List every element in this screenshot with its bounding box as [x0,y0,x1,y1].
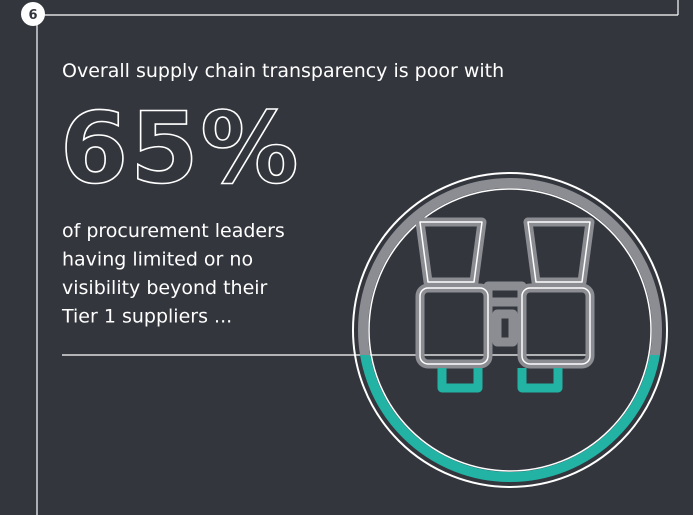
body-text: of procurement leaders having limited or … [61,220,285,328]
body-line: Tier 1 suppliers ... [61,306,232,328]
binoculars-icon [352,172,668,488]
badge-circle [21,2,45,26]
body-line: having limited or no [62,249,253,271]
body-line: visibility beyond their [62,277,268,299]
stat: 65% [60,92,301,206]
badge-number: 6 [28,8,37,23]
body-line: of procurement leaders [62,220,285,242]
frame [36,0,679,515]
headline: Overall supply chain transparency is poo… [62,60,504,82]
